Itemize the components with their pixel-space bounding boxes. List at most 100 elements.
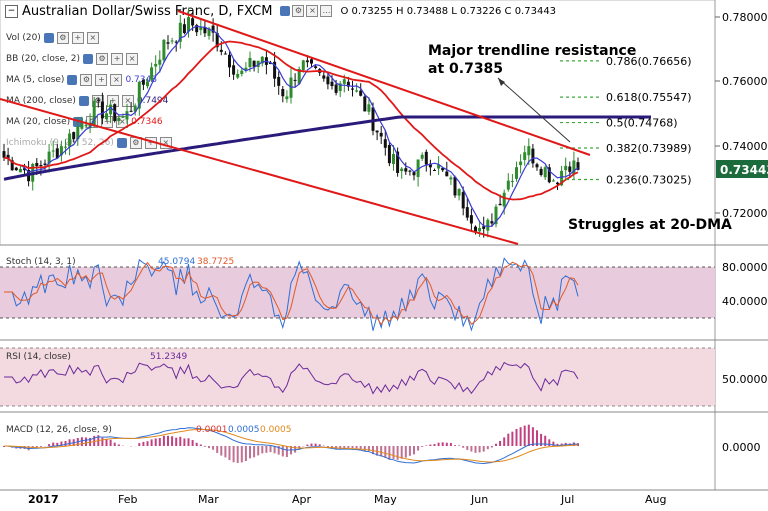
macd-histogram-bar bbox=[142, 441, 145, 446]
trendline-resistance bbox=[177, 10, 591, 156]
macd-histogram-bar bbox=[294, 446, 297, 453]
close-icon[interactable]: × bbox=[159, 137, 172, 149]
collapse-toggle-icon[interactable]: − bbox=[5, 4, 18, 18]
candle-body bbox=[285, 96, 289, 100]
candle-body bbox=[170, 40, 174, 42]
close-icon[interactable]: × bbox=[86, 32, 99, 44]
macd-histogram-bar bbox=[413, 446, 415, 455]
eye-icon[interactable] bbox=[83, 54, 94, 64]
gear-icon[interactable]: ⚙ bbox=[86, 116, 99, 128]
macd-histogram-bar bbox=[27, 446, 30, 451]
eye-icon[interactable] bbox=[73, 117, 84, 127]
macd-histogram-bar bbox=[68, 439, 71, 446]
macd-histogram-bar bbox=[556, 443, 559, 446]
close-icon[interactable]: × bbox=[110, 74, 123, 86]
candle-body bbox=[154, 63, 158, 67]
macd-value: 0.0005 bbox=[228, 425, 260, 435]
close-icon[interactable]: × bbox=[116, 116, 129, 128]
add-icon[interactable]: + bbox=[101, 116, 114, 128]
gear-icon[interactable]: ⚙ bbox=[91, 95, 104, 107]
add-icon[interactable]: + bbox=[95, 74, 108, 86]
eye-icon[interactable] bbox=[78, 96, 89, 106]
indicator-ma5[interactable]: MA (5, close) ⚙ + × 0.7348 bbox=[6, 74, 157, 86]
macd-histogram-bar bbox=[11, 446, 14, 448]
macd-histogram-bar bbox=[544, 435, 547, 446]
candle-body bbox=[494, 206, 498, 225]
add-icon[interactable]: + bbox=[106, 95, 119, 107]
macd-histogram-bar bbox=[89, 437, 92, 446]
close-icon[interactable]: × bbox=[306, 5, 319, 17]
macd-histogram-bar bbox=[105, 439, 108, 446]
macd-histogram-bar bbox=[531, 427, 534, 446]
candle-body bbox=[449, 177, 453, 180]
candle-body bbox=[236, 73, 240, 78]
close-icon[interactable]: × bbox=[121, 95, 134, 107]
macd-histogram-bar bbox=[39, 446, 42, 448]
gear-icon[interactable]: ⚙ bbox=[80, 74, 93, 86]
add-icon[interactable]: + bbox=[111, 53, 124, 65]
eye-icon[interactable] bbox=[67, 75, 78, 85]
macd-histogram-bar bbox=[355, 446, 358, 449]
stoch-k-line bbox=[4, 257, 579, 332]
candle-body bbox=[305, 60, 309, 63]
macd-histogram-bar bbox=[560, 443, 563, 446]
indicator-bb[interactable]: BB (20, close, 2) ⚙ + × bbox=[6, 53, 139, 65]
indicator-vol[interactable]: Vol (20) ⚙ + × bbox=[6, 32, 99, 44]
indicator-ma5-label: MA (5, close) bbox=[6, 75, 65, 85]
macd-histogram-bar bbox=[15, 446, 18, 449]
eye-icon[interactable] bbox=[43, 33, 54, 43]
gear-icon[interactable]: ⚙ bbox=[96, 53, 109, 65]
macd-histogram-bar bbox=[48, 444, 51, 446]
candle-body bbox=[199, 27, 203, 31]
more-icon[interactable]: … bbox=[320, 5, 333, 17]
macd-histogram-bar bbox=[93, 435, 96, 446]
candle-body bbox=[47, 151, 51, 164]
settings-icon[interactable]: ⚙ bbox=[292, 5, 305, 17]
macd-histogram-bar bbox=[158, 437, 161, 446]
candle-body bbox=[478, 227, 482, 232]
visibility-icon[interactable] bbox=[280, 6, 291, 16]
macd-histogram-bar bbox=[433, 444, 436, 446]
candle-body bbox=[232, 65, 236, 75]
add-icon[interactable]: + bbox=[144, 137, 157, 149]
macd-histogram-bar bbox=[208, 446, 210, 449]
macd-histogram-bar bbox=[212, 446, 215, 450]
macd-histogram-bar bbox=[376, 446, 379, 456]
fib-level-label: 0.786(0.76656) bbox=[606, 55, 692, 68]
macd-histogram-bar bbox=[265, 446, 268, 453]
indicator-ma200[interactable]: MA (200, close) ⚙ + × 0.7494 bbox=[6, 95, 168, 107]
macd-histogram-bar bbox=[236, 446, 239, 464]
macd-histogram-bar bbox=[314, 443, 317, 446]
indicator-ma20[interactable]: MA (20, close) ⚙ + × 0.7346 bbox=[6, 116, 163, 128]
indicator-ma200-label: MA (200, close) bbox=[6, 96, 76, 106]
candle-body bbox=[35, 162, 39, 167]
candle-body bbox=[10, 160, 14, 171]
macd-histogram-bar bbox=[429, 444, 432, 446]
candle-body bbox=[445, 171, 449, 177]
macd-histogram-bar bbox=[244, 446, 247, 462]
gear-icon[interactable]: ⚙ bbox=[56, 32, 69, 44]
gear-icon[interactable]: ⚙ bbox=[129, 137, 142, 149]
macd-histogram-bar bbox=[232, 446, 235, 463]
time-tick-label: Feb bbox=[118, 493, 137, 506]
macd-histogram-bar bbox=[3, 446, 5, 447]
macd-histogram-bar bbox=[363, 446, 366, 451]
annotation-resistance-level: at 0.7385 bbox=[428, 61, 503, 77]
candle-body bbox=[314, 66, 318, 68]
candle-body bbox=[14, 167, 18, 171]
macd-histogram-bar bbox=[343, 446, 346, 448]
candle-body bbox=[252, 60, 256, 67]
annotation-resistance: Major trendline resistance bbox=[428, 43, 636, 59]
indicator-ichimoku[interactable]: Ichimoku (9, 26, 52, 26) ⚙ + × bbox=[6, 137, 172, 149]
candle-body bbox=[408, 170, 412, 172]
macd-histogram-bar bbox=[519, 427, 522, 446]
macd-histogram-bar bbox=[572, 442, 575, 446]
candle-body bbox=[433, 169, 436, 171]
candle-body bbox=[576, 162, 580, 170]
time-axis: 2017 Feb Mar Apr May Jun Jul Aug bbox=[28, 493, 666, 506]
add-icon[interactable]: + bbox=[71, 32, 84, 44]
close-icon[interactable]: × bbox=[126, 53, 139, 65]
candle-body bbox=[215, 32, 219, 48]
eye-icon[interactable] bbox=[116, 138, 127, 148]
